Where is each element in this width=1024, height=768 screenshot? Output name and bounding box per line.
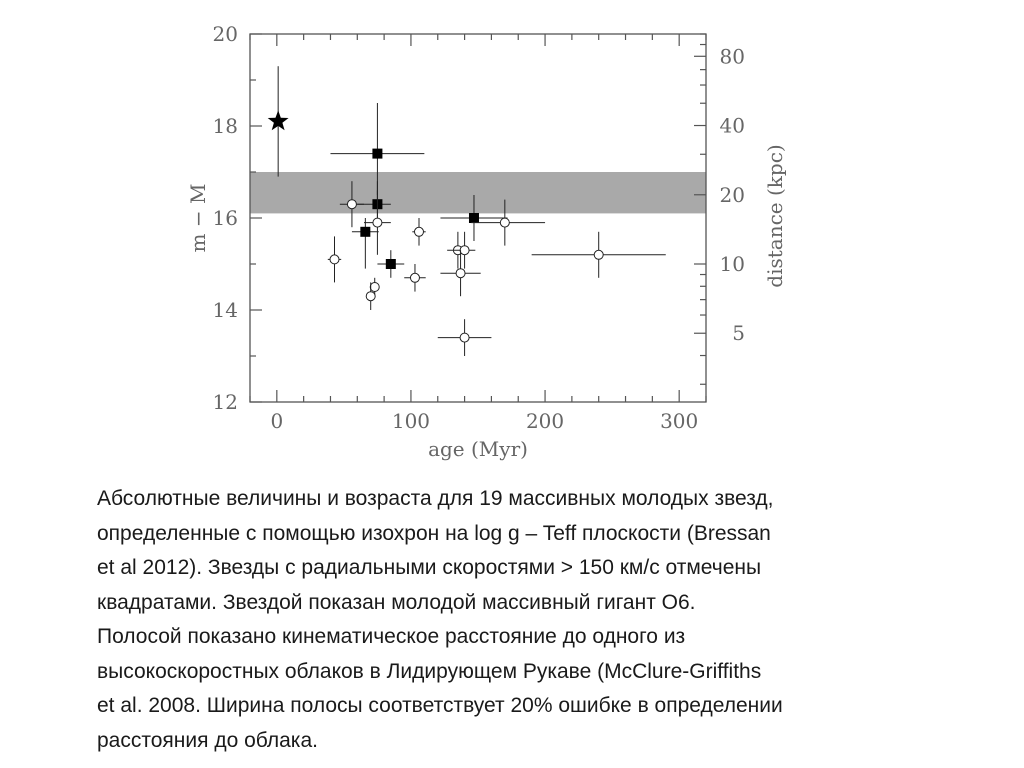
y2-tick-labels: 5 10 20 40 80 bbox=[720, 44, 745, 345]
x-tick-label: 300 bbox=[660, 409, 698, 433]
circle-marker bbox=[346, 199, 357, 210]
y2-tick-label: 80 bbox=[720, 44, 745, 68]
x-tick-labels: 0 100 200 300 bbox=[270, 409, 698, 433]
scatter-plot: 0 100 200 300 12 14 16 18 20 5 10 20 40 80 age (Myr… bbox=[186, 22, 787, 461]
x-tick-label: 0 bbox=[270, 409, 283, 433]
square-marker bbox=[372, 148, 383, 159]
axis-ticks bbox=[249, 33, 707, 403]
data-point-open-circle bbox=[365, 282, 376, 310]
y-tick-label: 14 bbox=[213, 298, 238, 322]
data-point-open-circle bbox=[364, 190, 391, 255]
data-point-filled-square bbox=[440, 195, 508, 241]
y2-tick-label: 40 bbox=[720, 114, 745, 138]
circle-marker bbox=[409, 272, 420, 283]
circle-marker bbox=[372, 217, 383, 228]
y-tick-label: 12 bbox=[213, 390, 238, 414]
circle-marker bbox=[329, 254, 340, 265]
distance-band bbox=[250, 172, 706, 214]
data-point-filled-square bbox=[377, 250, 405, 278]
y2-tick-label: 5 bbox=[732, 321, 745, 345]
caption-line: определенные с помощью изохрон на log g … bbox=[97, 521, 771, 545]
data-point-open-circle bbox=[412, 218, 426, 246]
data-point-filled-square bbox=[330, 103, 425, 195]
data-point-open-circle bbox=[437, 319, 492, 356]
data-point-filled-square bbox=[351, 218, 379, 269]
data-point-open-circle bbox=[440, 250, 481, 297]
caption-line: расстояния до облака. bbox=[97, 728, 318, 752]
square-marker bbox=[385, 259, 396, 269]
caption-line: квадратами. Звездой показан молодой масс… bbox=[97, 590, 696, 614]
caption-line: et al. 2008. Ширина полосы соответствует… bbox=[97, 694, 783, 717]
y-tick-label: 18 bbox=[213, 114, 238, 138]
y-tick-labels: 12 14 16 18 20 bbox=[213, 22, 238, 414]
x-axis-label: age (Myr) bbox=[428, 437, 528, 461]
data-points bbox=[267, 66, 666, 356]
circle-marker bbox=[499, 217, 510, 228]
circle-marker bbox=[455, 268, 466, 279]
x-tick-label: 200 bbox=[526, 409, 564, 433]
y2-tick-label: 20 bbox=[720, 183, 745, 207]
square-marker bbox=[468, 213, 479, 223]
data-point-open-circle bbox=[404, 264, 426, 292]
figure-caption: Абсолютные величины и возраста для 19 ма… bbox=[97, 482, 977, 758]
circle-marker bbox=[459, 245, 470, 256]
circle-marker bbox=[459, 332, 470, 343]
circle-marker bbox=[365, 291, 376, 302]
data-point-open-circle bbox=[339, 181, 364, 228]
circle-marker bbox=[413, 226, 424, 237]
y-axis-label: m − M bbox=[186, 184, 210, 253]
y2-axis-label: distance (kpc) bbox=[763, 144, 787, 287]
circle-marker bbox=[369, 282, 380, 292]
square-marker bbox=[360, 226, 371, 237]
data-point-star bbox=[267, 66, 289, 177]
y2-tick-label: 10 bbox=[720, 252, 745, 276]
caption-line: Полосой показано кинематическое расстоян… bbox=[97, 625, 686, 648]
circle-marker bbox=[593, 249, 604, 260]
y-tick-label: 16 bbox=[213, 206, 238, 230]
x-tick-label: 100 bbox=[392, 409, 430, 433]
y-tick-label: 20 bbox=[213, 22, 238, 46]
data-point-open-circle bbox=[531, 231, 666, 278]
data-point-open-circle bbox=[453, 231, 476, 269]
data-point-open-circle bbox=[471, 199, 546, 246]
caption-line: высокоскоростных облаков в Лидирующем Ру… bbox=[97, 659, 762, 683]
star-marker bbox=[267, 110, 289, 131]
caption-line: et al 2012). Звезды с радиальными скорос… bbox=[97, 556, 762, 579]
caption-line: Абсолютные величины и возраста для 19 ма… bbox=[97, 487, 774, 510]
data-point-open-circle bbox=[327, 236, 342, 283]
